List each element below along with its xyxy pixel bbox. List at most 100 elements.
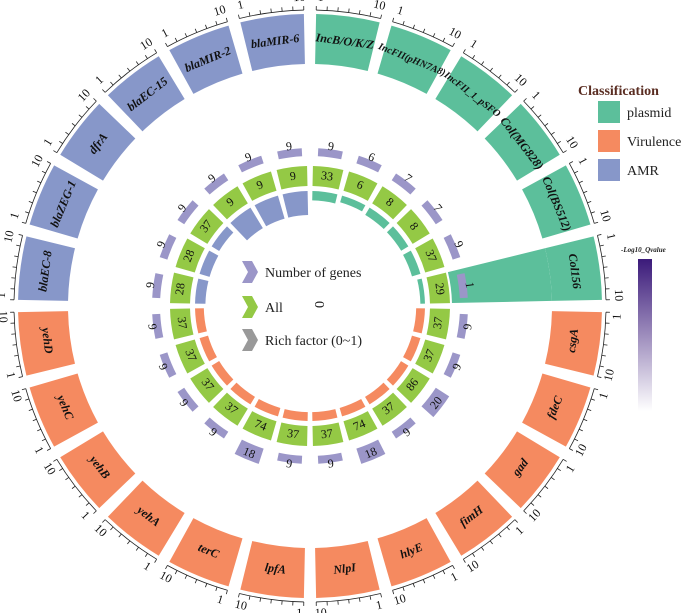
all-block-incfii-phn7a8- <box>343 171 378 201</box>
axis-tick <box>28 408 33 411</box>
axis-tick <box>215 586 218 591</box>
tick-label: 1 <box>4 371 19 380</box>
axis-tick <box>144 553 148 557</box>
axis-tick <box>442 570 446 575</box>
axis-col156: 1 10 <box>597 232 626 301</box>
all-block-gad <box>396 368 430 403</box>
tick-label: 10 <box>525 506 543 524</box>
genes-value: 9 <box>285 456 293 471</box>
all-block-blamir-6 <box>276 166 308 190</box>
genes-block-terc <box>234 439 264 464</box>
axis-tick <box>25 211 30 214</box>
tick-label: 10 <box>447 24 464 42</box>
axis-tick <box>422 579 426 584</box>
axis-line <box>56 459 97 512</box>
axis-tick <box>46 161 51 164</box>
axis-tick <box>412 24 415 29</box>
category-sector-dfra <box>60 103 136 181</box>
tick-label: 10 <box>293 0 305 4</box>
genes-value: 6 <box>366 149 377 164</box>
tick-label: 1 <box>396 3 406 18</box>
axis-tick <box>551 131 555 135</box>
axis-line <box>13 235 23 300</box>
axis-tick <box>78 494 83 498</box>
axis-terc: 1 10 <box>157 565 228 607</box>
axis-tick <box>248 12 251 17</box>
classification-legend: Classification plasmid Virulence AMR <box>578 84 681 181</box>
axis-tick <box>392 17 395 22</box>
rich-bar-incfii-1-psfo <box>365 207 390 230</box>
all-block-csga <box>426 308 450 340</box>
genes-block-blazeg-1 <box>159 234 177 260</box>
axis-tick <box>348 599 350 604</box>
tick-label: 10 <box>1 229 17 244</box>
tick-label: 10 <box>0 310 11 322</box>
tick-label: 10 <box>372 0 387 13</box>
axis-tick <box>102 89 106 93</box>
genes-swatch <box>242 261 258 283</box>
axis-tick <box>41 170 46 174</box>
category-sector-incb-o-k-z <box>315 14 380 71</box>
center-legend-item-rich: Rich factor (0~1) <box>242 329 362 351</box>
all-block-yehb <box>190 368 224 403</box>
axis-tick <box>184 33 188 38</box>
all-block-col156 <box>426 272 450 304</box>
legend-title: Classification <box>578 84 659 99</box>
axis-tick <box>248 595 251 600</box>
genes-block-incfii-1-psfo <box>391 173 416 195</box>
legend-label-plasmid: plasmid <box>627 106 671 121</box>
rich-bar-terc <box>254 399 281 417</box>
rich-bar-blamir-2 <box>254 195 285 227</box>
genes-block-dfra <box>177 200 199 225</box>
axis-tick <box>574 170 579 174</box>
center-legend: Number of genes All Rich factor (0~1) 0 <box>242 261 362 351</box>
axis-line <box>316 593 381 603</box>
axis-tick <box>65 131 69 135</box>
axis-tick <box>348 8 350 13</box>
all-swatch <box>242 296 258 318</box>
genes-block-col-bs512- <box>443 234 461 260</box>
axis-tick <box>102 519 106 523</box>
center-legend-label: Rich factor (0~1) <box>265 334 362 349</box>
tick-label: 1 <box>529 88 543 102</box>
axis-tick <box>594 221 599 224</box>
axis-tick <box>225 17 228 22</box>
axis-tick <box>380 14 382 19</box>
axis-tick <box>523 98 527 102</box>
axis-tick <box>12 344 17 346</box>
category-sector-col-bs512- <box>522 165 591 239</box>
center-legend-label: Number of genes <box>265 266 361 281</box>
axis-tick <box>587 408 592 411</box>
axis-line <box>463 519 516 560</box>
rich-bar-dfra <box>211 226 234 251</box>
genes-value: 9 <box>143 281 158 289</box>
axis-tick <box>537 114 542 118</box>
axis-tick <box>184 574 188 579</box>
tick-label: 1 <box>375 597 384 612</box>
axis-tick <box>25 398 30 401</box>
tick-label: 10 <box>512 71 530 89</box>
tick-label: 10 <box>563 133 581 151</box>
axis-tick <box>59 140 63 144</box>
genes-block-hlye <box>356 439 386 464</box>
axis-blaec-8: 1 10 <box>0 229 23 301</box>
axis-incb-o-k-z: 1 10 <box>315 0 387 19</box>
axis-line <box>239 593 304 603</box>
axis-tick <box>432 33 436 38</box>
legend-swatch-plasmid <box>598 101 620 123</box>
tick-label: 10 <box>157 568 174 586</box>
axis-tick <box>603 266 608 268</box>
axis-tick <box>603 344 608 346</box>
all-value: 28 <box>172 282 187 296</box>
axis-tick <box>135 547 139 551</box>
category-label: csgA <box>564 328 581 354</box>
genes-block-incb-o-k-z <box>317 148 343 160</box>
axis-line <box>25 388 51 449</box>
genes-block-fdec <box>443 352 461 378</box>
rich-bar-col-mg828- <box>386 226 409 251</box>
genes-block-yehb <box>177 387 199 412</box>
tick-label: 10 <box>572 441 590 458</box>
tick-label: 10 <box>28 152 46 169</box>
category-sector-fimh <box>435 480 513 556</box>
